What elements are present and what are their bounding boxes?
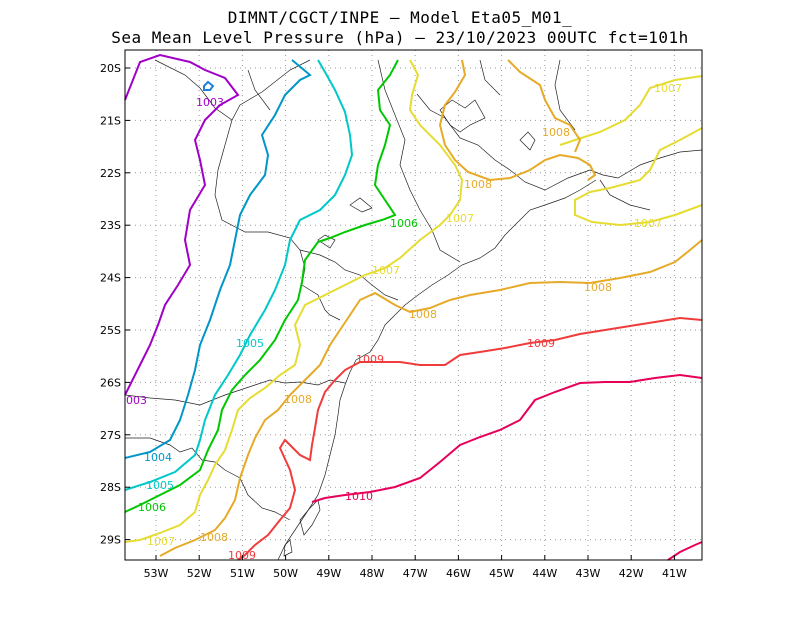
contour-label-group: 1003 003 1004 1005 1005 1006 1006 1007 1… — [126, 82, 682, 562]
contour-label: 1006 — [390, 217, 418, 230]
state-border-1 — [154, 59, 341, 321]
country-border — [125, 437, 291, 521]
x-tick-label: 49W — [316, 567, 341, 580]
y-tick-label: 25S — [100, 324, 121, 337]
contour-label: 1004 — [144, 451, 172, 464]
isobar-1006 — [124, 59, 399, 513]
isobar-1008-north-b — [507, 59, 582, 153]
state-border-4 — [299, 249, 399, 301]
y-tick-label: 21S — [100, 114, 121, 127]
contour-label: 1005 — [236, 337, 264, 350]
y-tick-label: 26S — [100, 376, 121, 389]
state-border-2 — [377, 59, 461, 263]
y-tick-label: 28S — [100, 481, 121, 494]
x-tick-label: 46W — [446, 567, 471, 580]
contour-label: 1008 — [200, 531, 228, 544]
contour-label: 1007 — [634, 217, 662, 230]
x-tick-label: 47W — [403, 567, 428, 580]
contour-label: 1008 — [584, 281, 612, 294]
x-tick-label: 43W — [576, 567, 601, 580]
map-boundaries — [124, 59, 703, 561]
reservoirs — [317, 99, 536, 249]
contour-label: 1007 — [446, 212, 474, 225]
title-line-2: Sea Mean Level Pressure (hPa) – 23/10/20… — [111, 28, 689, 47]
y-tick-label: 23S — [100, 219, 121, 232]
contour-label: 1007 — [147, 535, 175, 548]
contour-label: 1010 — [345, 490, 373, 503]
isobar-1004 — [124, 59, 312, 459]
isobar-1003 — [124, 53, 240, 396]
x-tick-label: 45W — [489, 567, 514, 580]
contour-label: 1007 — [372, 264, 400, 277]
inner-borders — [247, 59, 651, 211]
x-tick-label: 50W — [273, 567, 298, 580]
isobar-1007-east-b — [574, 127, 703, 227]
isobar-1003-small — [203, 80, 215, 91]
contour-label: 1003 — [196, 96, 224, 109]
y-tick-label: 27S — [100, 429, 121, 442]
y-tick-label: 24S — [100, 272, 121, 285]
x-tick-label: 51W — [230, 567, 255, 580]
x-tick-label: 41W — [662, 567, 687, 580]
contour-label: 1008 — [464, 178, 492, 191]
isobar-1010 — [311, 373, 703, 503]
y-tick-label: 29S — [100, 534, 121, 547]
y-tick-label: 22S — [100, 167, 121, 180]
title-line-1: DIMNT/CGCT/INPE – Model Eta05_M01_ — [227, 8, 573, 27]
x-tick-label: 48W — [360, 567, 385, 580]
x-tick-label: 52W — [187, 567, 212, 580]
x-tick-label: 44W — [532, 567, 557, 580]
isobar-1008-north — [438, 59, 597, 182]
contour-label: 1009 — [527, 337, 555, 350]
isobars — [124, 53, 703, 561]
lagoon — [283, 499, 321, 557]
state-border-3 — [124, 379, 346, 406]
contour-label: 1009 — [356, 353, 384, 366]
isobar-1011 — [667, 541, 703, 561]
contour-label: 1008 — [542, 126, 570, 139]
isobar-1008-main — [159, 239, 703, 557]
axis-ticks: 53W 52W 51W 50W 49W 48W 47W 46W 45W 44W 43W 42W 41W 2… — [100, 62, 687, 580]
contour-label: 1007 — [654, 82, 682, 95]
isobar-1009 — [237, 316, 703, 561]
contour-label: 003 — [126, 394, 147, 407]
isobar-1005 — [124, 59, 354, 491]
x-tick-label: 53W — [144, 567, 169, 580]
isobar-1007-west — [124, 59, 464, 543]
grid-lines — [125, 50, 702, 560]
x-tick-label: 42W — [619, 567, 644, 580]
contour-label: 1005 — [146, 479, 174, 492]
contour-label: 1008 — [409, 308, 437, 321]
map-frame — [124, 49, 703, 561]
contour-label: 1008 — [284, 393, 312, 406]
y-tick-label: 20S — [100, 62, 121, 75]
contour-label: 1006 — [138, 501, 166, 514]
